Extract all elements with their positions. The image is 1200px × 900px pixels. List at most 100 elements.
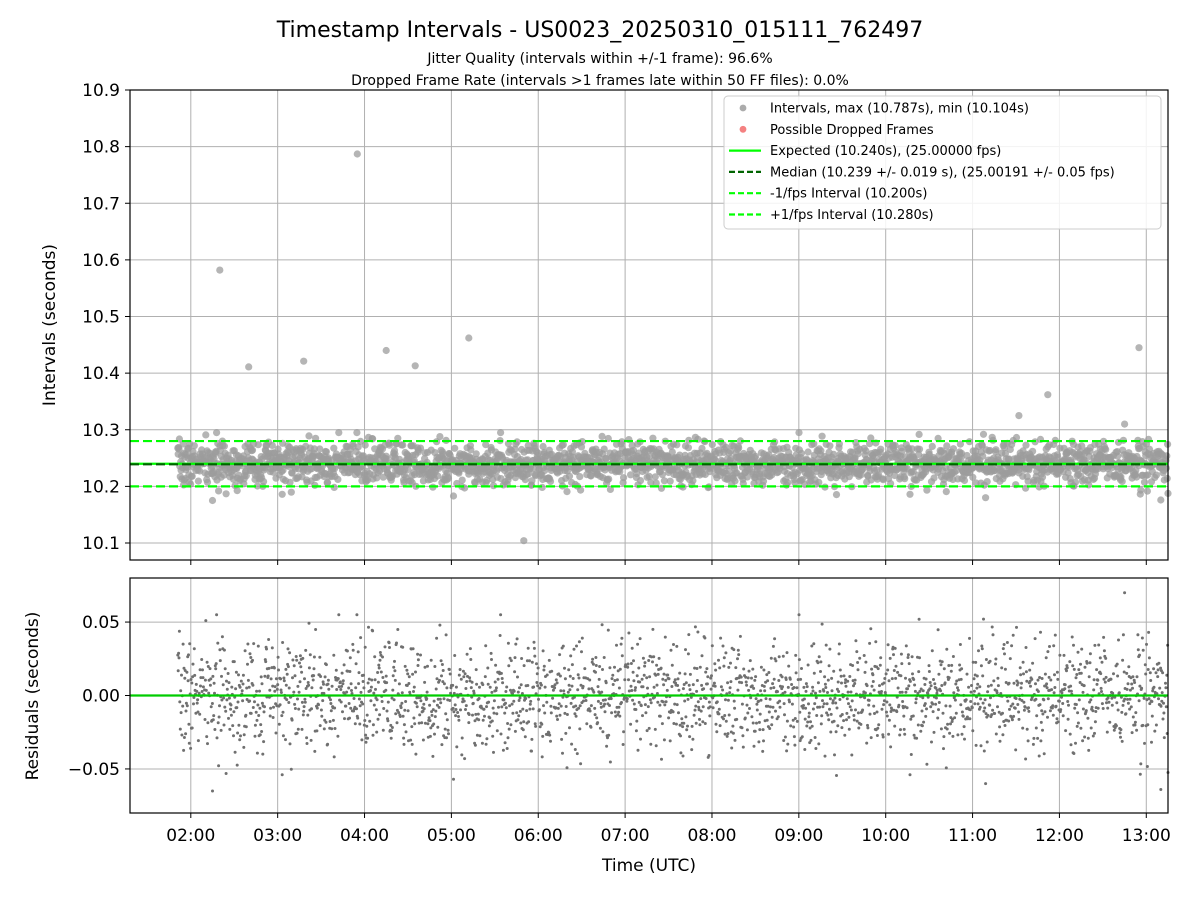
legend-label: -1/fps Interval (10.200s) xyxy=(770,187,927,202)
residual-point xyxy=(490,690,494,694)
residual-point xyxy=(954,711,958,715)
residual-point xyxy=(379,670,383,674)
residual-point xyxy=(573,748,577,751)
interval-point xyxy=(923,486,931,494)
residual-point xyxy=(441,669,445,672)
residual-point xyxy=(926,692,930,695)
residual-point xyxy=(460,753,464,757)
residual-point xyxy=(629,722,633,726)
residual-point xyxy=(912,733,916,737)
interval-point xyxy=(736,437,745,445)
residual-point xyxy=(673,678,677,682)
residual-point xyxy=(703,636,707,640)
residual-point xyxy=(675,644,679,648)
residual-point xyxy=(369,685,373,689)
residual-point xyxy=(195,701,199,705)
residual-point xyxy=(897,703,901,707)
intervals-reference-lines xyxy=(130,439,1168,488)
residual-point xyxy=(870,667,874,671)
residual-point xyxy=(322,691,326,695)
residual-point xyxy=(507,664,511,668)
residual-point xyxy=(1081,690,1085,694)
residual-point xyxy=(717,707,721,711)
residual-point xyxy=(732,648,736,652)
residual-point xyxy=(1065,669,1068,673)
residual-point xyxy=(745,683,749,687)
residual-point xyxy=(731,731,735,735)
residual-point xyxy=(329,698,332,702)
residual-point xyxy=(530,737,534,741)
residual-point xyxy=(1001,733,1005,737)
residual-point xyxy=(222,723,226,727)
residual-point xyxy=(448,699,452,702)
residual-point xyxy=(1089,698,1093,702)
residual-point xyxy=(607,733,611,737)
residual-point xyxy=(873,712,876,715)
residual-point xyxy=(880,690,883,693)
residual-point xyxy=(1068,660,1072,664)
residual-point xyxy=(722,717,725,721)
residual-point xyxy=(800,735,804,739)
residual-point xyxy=(854,708,857,712)
residual-point xyxy=(928,687,932,691)
residual-point xyxy=(594,656,598,659)
residual-point xyxy=(960,667,964,671)
residual-point xyxy=(324,663,328,667)
interval-point xyxy=(1121,420,1129,428)
residual-point xyxy=(337,613,341,617)
residual-point xyxy=(263,705,266,709)
residual-point xyxy=(717,712,721,716)
residual-point xyxy=(209,705,213,709)
residual-point xyxy=(904,690,908,694)
residual-point xyxy=(1019,686,1023,690)
residual-point xyxy=(569,654,573,658)
residual-point xyxy=(416,664,420,667)
residuals-y-ticks: −0.050.000.05 xyxy=(68,613,130,780)
residual-point xyxy=(1146,723,1150,727)
residual-point xyxy=(188,642,192,646)
residual-point xyxy=(602,656,606,659)
residual-point xyxy=(495,712,499,716)
residual-point xyxy=(533,654,537,658)
residual-point xyxy=(1105,701,1108,705)
residual-point xyxy=(438,623,442,627)
residual-point xyxy=(1088,700,1092,704)
residual-point xyxy=(557,702,561,706)
residual-point xyxy=(954,682,958,686)
residual-point xyxy=(382,707,386,710)
residual-point xyxy=(1012,714,1016,718)
residual-point xyxy=(726,681,730,685)
residual-point xyxy=(707,700,711,704)
residual-point xyxy=(721,688,725,692)
residual-point xyxy=(803,748,807,751)
residual-point xyxy=(538,725,542,729)
residual-point xyxy=(526,646,530,650)
residual-point xyxy=(979,697,983,701)
residual-point xyxy=(484,644,488,648)
interval-point xyxy=(969,473,977,481)
residual-point xyxy=(1025,679,1029,683)
residual-point xyxy=(1045,682,1049,686)
residual-point xyxy=(1006,699,1010,703)
residual-point xyxy=(1096,678,1100,682)
residual-point xyxy=(1069,684,1073,688)
residual-point xyxy=(231,724,235,728)
residual-point xyxy=(339,700,343,704)
residual-point xyxy=(838,698,842,701)
residual-point xyxy=(259,675,263,679)
residual-point xyxy=(1160,691,1164,695)
residual-point xyxy=(651,660,654,664)
residual-point xyxy=(667,716,671,720)
interval-point xyxy=(658,471,667,479)
residual-point xyxy=(388,646,391,649)
residual-point xyxy=(822,689,826,693)
interval-point xyxy=(382,346,390,355)
residual-point xyxy=(892,653,895,657)
interval-point xyxy=(784,478,792,487)
residual-point xyxy=(578,727,582,731)
residual-point xyxy=(676,684,680,687)
x-tick-label: 07:00 xyxy=(601,826,650,846)
residual-point xyxy=(696,630,700,634)
residual-point xyxy=(305,736,309,740)
residual-point xyxy=(484,742,488,746)
